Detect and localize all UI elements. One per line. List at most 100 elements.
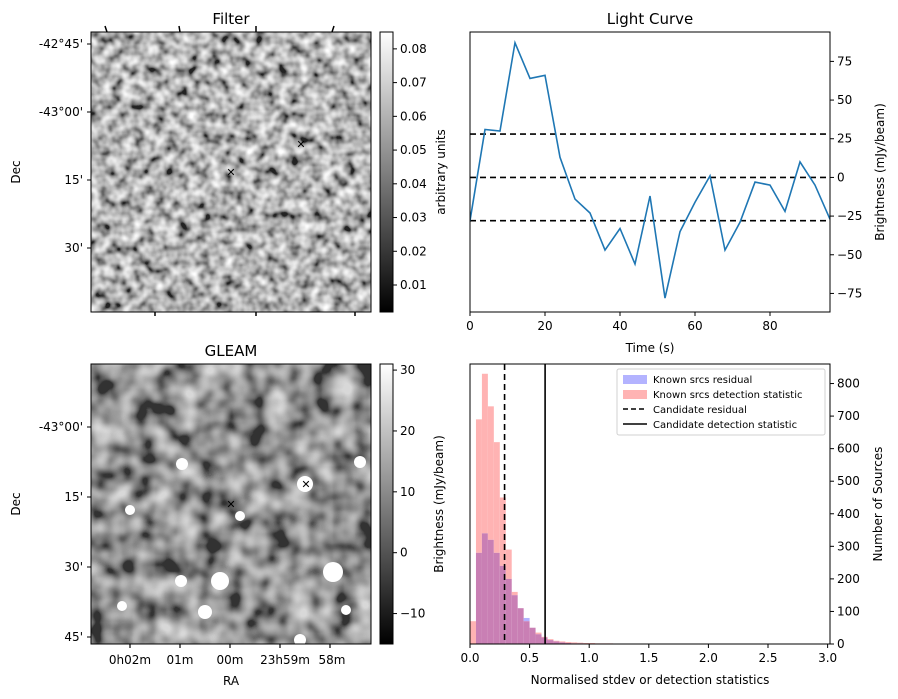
histogram-xticks: 0.0 0.5 1.0 1.5 2.0 2.5 3.0 xyxy=(460,644,837,665)
lightcurve-ylabel: Brightness (mJy/beam) xyxy=(873,103,887,241)
gleam-colorbar-tick-label: 30 xyxy=(400,363,415,377)
lightcurve-xtick-label: 0 xyxy=(466,319,474,333)
histogram-ytick-label: 800 xyxy=(837,377,860,391)
filter-ytick-label: -42°45' xyxy=(39,37,83,51)
histogram-bar xyxy=(511,591,518,596)
gleam-colorbar xyxy=(379,363,394,645)
filter-marker-blue: ✕ xyxy=(296,138,305,151)
histogram-bar-overlap xyxy=(559,642,566,644)
histogram-xtick-label: 2.5 xyxy=(758,651,777,665)
gleam-xlabel: RA xyxy=(223,674,240,688)
histogram-bar xyxy=(577,642,584,644)
lightcurve-xtick-label: 40 xyxy=(612,319,627,333)
histogram-bar-overlap xyxy=(517,608,524,644)
histogram-bar xyxy=(571,642,578,644)
gleam-colorbar-ticks: −10 0 10 20 30 xyxy=(393,363,425,621)
lightcurve-ytick-label: −50 xyxy=(837,248,862,262)
gleam-xtick-label: 01m xyxy=(167,653,194,667)
histogram-xtick-label: 1.0 xyxy=(580,651,599,665)
histogram-ylabel-left: Brightness (mJy/beam) xyxy=(432,435,446,573)
histogram-ytick-label: 300 xyxy=(837,539,860,553)
lightcurve-yticks: −75 −50 −25 0 25 50 75 xyxy=(830,54,862,300)
histogram-bar xyxy=(470,621,476,644)
filter-colorbar-tick-label: 0.08 xyxy=(400,42,427,56)
histogram-xtick-label: 0.5 xyxy=(520,651,539,665)
filter-colorbar-ticks: 0.01 0.02 0.03 0.04 0.05 0.06 0.07 0.08 xyxy=(393,42,427,292)
legend-label: Candidate residual xyxy=(653,405,747,416)
histogram-bar-overlap xyxy=(535,634,542,644)
histogram-xtick-label: 2.0 xyxy=(699,651,718,665)
gleam-colorbar-tick-label: −10 xyxy=(400,607,425,621)
gleam-bright-sources xyxy=(117,456,366,646)
histogram-bar-overlap xyxy=(475,552,482,644)
filter-title: Filter xyxy=(212,10,250,28)
histogram-bar-overlap xyxy=(523,621,530,644)
histogram-xlabel: Normalised stdev or detection statistics xyxy=(531,673,770,687)
filter-colorbar xyxy=(379,31,394,313)
lightcurve-ytick-label: 75 xyxy=(837,54,852,68)
gleam-ylabel: Dec xyxy=(9,492,23,515)
histogram-bar-overlap xyxy=(529,627,536,644)
histogram-xtick-label: 1.5 xyxy=(639,651,658,665)
gleam-ytick-label: 45' xyxy=(64,630,83,644)
lightcurve-xtick-label: 60 xyxy=(687,319,702,333)
histogram-bar xyxy=(589,643,596,644)
filter-colorbar-tick-label: 0.04 xyxy=(400,177,427,191)
histogram-xtick-label: 3.0 xyxy=(818,651,837,665)
gleam-xtick-label: 23h59m xyxy=(260,653,310,667)
histogram-legend: Known srcs residual Known srcs detection… xyxy=(616,368,826,436)
filter-colorbar-tick-label: 0.01 xyxy=(400,278,427,292)
histogram-bar xyxy=(535,632,542,635)
lightcurve-xticks: 0 20 40 60 80 xyxy=(466,312,778,333)
gleam-ytick-label: 15' xyxy=(64,490,83,504)
gleam-panel: GLEAM ✕ ✕ -43°00' 15' 30' 45' xyxy=(9,342,425,688)
histogram-bar xyxy=(499,497,506,566)
histogram-bar xyxy=(547,639,554,641)
legend-label: Known srcs detection statistic xyxy=(653,390,802,401)
filter-ylabel: Dec xyxy=(9,160,23,183)
gleam-marker-red: ✕ xyxy=(226,498,235,511)
gleam-xtick-label: 0h02m xyxy=(109,653,151,667)
filter-colorbar-tick-label: 0.06 xyxy=(400,109,427,123)
histogram-ytick-label: 500 xyxy=(837,474,860,488)
lightcurve-ytick-label: 0 xyxy=(837,170,845,184)
histogram-bar-overlap xyxy=(547,640,554,644)
filter-panel: Filter ✕ ✕ -42°45' -43°00' 15' 30' Dec 0… xyxy=(9,10,448,316)
filter-ytick-label: -43°00' xyxy=(39,105,83,119)
gleam-ytick-label: -43°00' xyxy=(39,420,83,434)
gleam-colorbar-tick-label: 10 xyxy=(400,485,415,499)
lightcurve-series-line xyxy=(470,39,830,299)
lightcurve-ytick-label: −75 xyxy=(837,286,862,300)
histogram-ytick-label: 100 xyxy=(837,604,860,618)
filter-marker-red: ✕ xyxy=(226,166,235,179)
histogram-bar-overlap xyxy=(511,595,518,644)
filter-colorbar-tick-label: 0.02 xyxy=(400,244,427,258)
histogram-bar xyxy=(505,549,512,579)
histogram-ylabel-right: Number of Sources xyxy=(871,447,885,562)
legend-swatch-detection xyxy=(623,390,647,399)
filter-colorbar-tick-label: 0.03 xyxy=(400,211,427,225)
lightcurve-xtick-label: 80 xyxy=(762,319,777,333)
histogram-bar-overlap xyxy=(499,565,506,644)
filter-colorbar-label: arbitrary units xyxy=(434,129,448,215)
histogram-ytick-label: 400 xyxy=(837,507,860,521)
histogram-bar xyxy=(487,406,494,540)
filter-image xyxy=(91,32,371,312)
filter-colorbar-tick-label: 0.07 xyxy=(400,76,427,90)
gleam-colorbar-tick-label: 0 xyxy=(400,546,408,560)
histogram-ytick-label: 0 xyxy=(837,637,845,651)
gleam-image xyxy=(91,364,371,644)
filter-ytick-label: 30' xyxy=(64,241,83,255)
lightcurve-ytick-label: 25 xyxy=(837,132,852,146)
gleam-xtick-label: 58m xyxy=(319,653,346,667)
histogram-bar-overlap xyxy=(505,578,512,644)
histogram-bar xyxy=(583,643,590,644)
histogram-bar-overlap xyxy=(487,539,494,644)
histogram-bar-overlap xyxy=(481,533,488,644)
gleam-marker-blue: ✕ xyxy=(301,478,310,491)
filter-ytick-label: 15' xyxy=(64,173,83,187)
histogram-xtick-label: 0.0 xyxy=(460,651,479,665)
gleam-ytick-label: 30' xyxy=(64,560,83,574)
histogram-panel: 0.0 0.5 1.0 1.5 2.0 2.5 3.0 0 100 200 300 400 500 60… xyxy=(432,363,885,687)
